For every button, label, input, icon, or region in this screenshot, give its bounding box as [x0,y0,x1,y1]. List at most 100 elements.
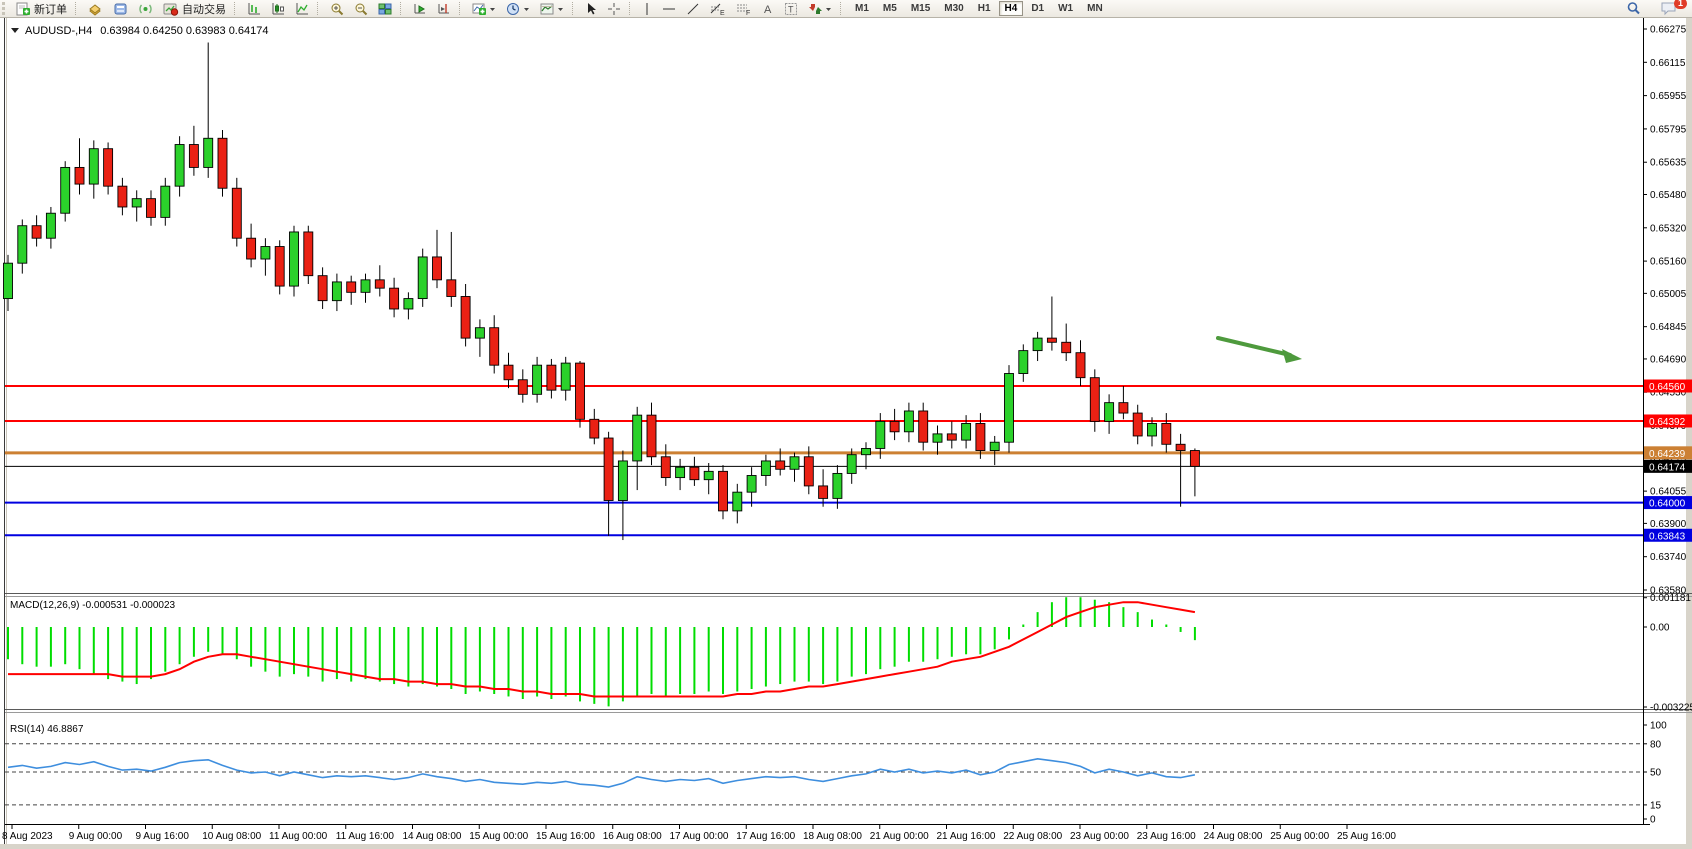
arrow-shapes-icon [809,3,822,14]
search-button[interactable] [1622,1,1645,16]
templates-button[interactable] [536,1,568,16]
vertical-line-icon [646,2,648,15]
trend-arrow-head [1282,349,1302,363]
chart-collapse-arrow-icon[interactable] [11,28,19,33]
indicators-button[interactable] [468,1,500,16]
bar-chart-icon [248,2,260,14]
price-badge [1644,528,1692,542]
timeframe-mn[interactable]: MN [1081,1,1109,16]
bear-candle [975,423,986,451]
fibonacci-fan-button[interactable]: F [732,1,756,16]
rsi-indicator-label: RSI(14) 46.8867 [10,724,84,735]
bull-candle [131,198,142,208]
arrow-shapes-button[interactable] [804,1,836,16]
toolbar-separator [840,2,845,15]
bear-candle [1175,443,1186,451]
bull-candle [632,414,643,462]
zoom-in-button[interactable] [326,1,348,16]
bear-candle [517,379,528,395]
bull-candle [989,441,1000,451]
text-button[interactable]: A [758,1,778,16]
signals-icon [139,4,152,13]
timeframe-h4[interactable]: H4 [998,1,1024,16]
candlestick-chart-button[interactable] [267,1,289,16]
bull-candle [1147,423,1157,437]
price-badge-value: 0.63843 [1649,531,1686,542]
bear-candle [1161,423,1172,445]
price-axis-label: 0.63900 [1650,519,1687,530]
notifications-button[interactable]: 1 [1657,0,1687,16]
bull-candle [360,279,371,293]
bull-candle [1032,337,1043,352]
text-label-button[interactable]: T [780,1,802,16]
trendline-button[interactable] [682,1,704,16]
bull-candle [617,460,628,501]
time-axis-label: 14 Aug 08:00 [403,831,462,842]
timeframe-h1[interactable]: H1 [972,1,997,16]
bear-candle [818,485,829,499]
timeframe-m5[interactable]: M5 [877,1,903,16]
macd-axis-label: 0.00 [1650,623,1670,634]
bear-candle [1132,412,1143,437]
line-chart-button[interactable] [291,1,313,16]
bull-candle [17,225,28,264]
bull-candle [260,246,271,260]
bear-candle [503,364,514,381]
bear-candle [303,231,314,277]
toolbar-separator [572,2,577,15]
toolbar-separator [234,2,239,15]
notification-count-badge: 1 [1673,0,1687,9]
fibonacci-button[interactable]: E [706,1,730,16]
time-axis-label: 21 Aug 00:00 [870,831,929,842]
price-axis-label: 0.64690 [1650,354,1687,365]
time-axis-label: 18 Aug 08:00 [803,831,862,842]
axis-labels-layer: 0.66275 0.66115 0.65955 0.65795 0.65635 0.654… [2,25,1692,843]
cursor-button[interactable] [581,1,601,16]
price-badge-value: 0.64392 [1649,417,1686,428]
bear-candle [146,198,156,218]
crosshair-button[interactable] [603,1,625,16]
bull-candle [732,491,743,512]
bear-candle [231,187,242,239]
timeframe-m30[interactable]: M30 [938,1,969,16]
rsi-axis-label: 80 [1650,739,1662,750]
bull-candle [903,410,914,433]
bull-candle [174,144,185,187]
timeframe-w1[interactable]: W1 [1052,1,1079,16]
auto-scroll-button[interactable] [409,1,431,16]
data-window-button[interactable] [109,1,132,16]
time-axis-label: 23 Aug 00:00 [1070,831,1129,842]
timeframe-m1[interactable]: M1 [849,1,875,16]
market-watch-button[interactable] [84,1,107,16]
bear-candle [446,279,457,297]
chart-shift-button[interactable] [433,1,455,16]
price-badges-layer: 0.64560 0.64392 0.64239 0.64174 0.64000 0.638… [1644,379,1692,542]
autotrading-button[interactable]: 自动交易 [159,1,230,16]
price-badge [1644,414,1692,428]
bull-candle [789,456,800,470]
svg-text:F: F [746,10,750,16]
bull-candle [1104,402,1115,422]
bear-candle [918,410,929,443]
bear-candle [889,420,900,433]
signals-button[interactable] [134,1,157,16]
horizontal-line-button[interactable] [658,1,680,16]
timeframe-d1[interactable]: D1 [1025,1,1050,16]
trend-arrow-annotation[interactable] [1216,336,1292,357]
zoom-out-button[interactable] [350,1,372,16]
bull-candle [45,212,56,239]
vertical-line-button[interactable] [638,1,656,16]
new-order-button[interactable]: 新订单 [12,1,71,16]
periods-button[interactable] [502,1,534,16]
bull-candle [474,327,485,339]
bull-candle [846,454,857,474]
timeframe-m15[interactable]: M15 [905,1,936,16]
text-icon: A [764,4,772,16]
bull-candle [417,256,428,300]
bar-chart-button[interactable] [243,1,265,16]
tile-windows-button[interactable] [374,1,396,16]
bull-candle [832,472,843,499]
bear-candle [1075,352,1086,379]
